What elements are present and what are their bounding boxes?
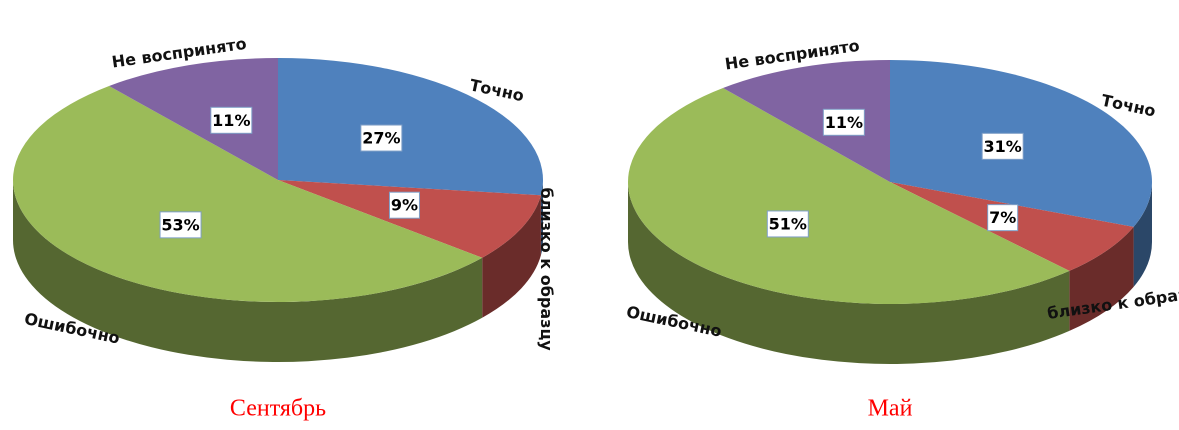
value-label: 31%	[984, 137, 1022, 156]
value-label: 53%	[161, 215, 199, 234]
value-label: 7%	[989, 208, 1016, 227]
chart-title: Май	[868, 396, 913, 422]
slice	[722, 60, 890, 182]
slice	[278, 58, 543, 196]
value-label: 27%	[362, 129, 400, 148]
slice	[12, 85, 483, 303]
value-label: 11%	[825, 113, 863, 132]
value-label: 9%	[391, 196, 418, 215]
value-label-box	[766, 210, 809, 238]
slice-side	[628, 182, 1070, 364]
slice	[109, 58, 278, 180]
slice-side	[1069, 226, 1134, 331]
category-label: близко к образцу	[537, 188, 556, 352]
value-label-box	[360, 124, 403, 152]
value-label: 11%	[212, 111, 250, 130]
value-label-box	[210, 106, 253, 134]
value-label-box	[822, 108, 865, 136]
chart-title: Сентябрь	[230, 396, 326, 422]
slice	[278, 180, 541, 258]
value-label-box	[159, 211, 202, 239]
slice-side	[540, 180, 543, 256]
value-label-box	[987, 204, 1019, 232]
value-label-box	[981, 132, 1024, 160]
slice	[627, 87, 1070, 305]
slice-side	[482, 195, 541, 318]
slice-side	[1133, 182, 1152, 287]
value-label: 51%	[769, 214, 807, 233]
slice-side	[13, 180, 483, 362]
value-label-box	[388, 191, 420, 219]
